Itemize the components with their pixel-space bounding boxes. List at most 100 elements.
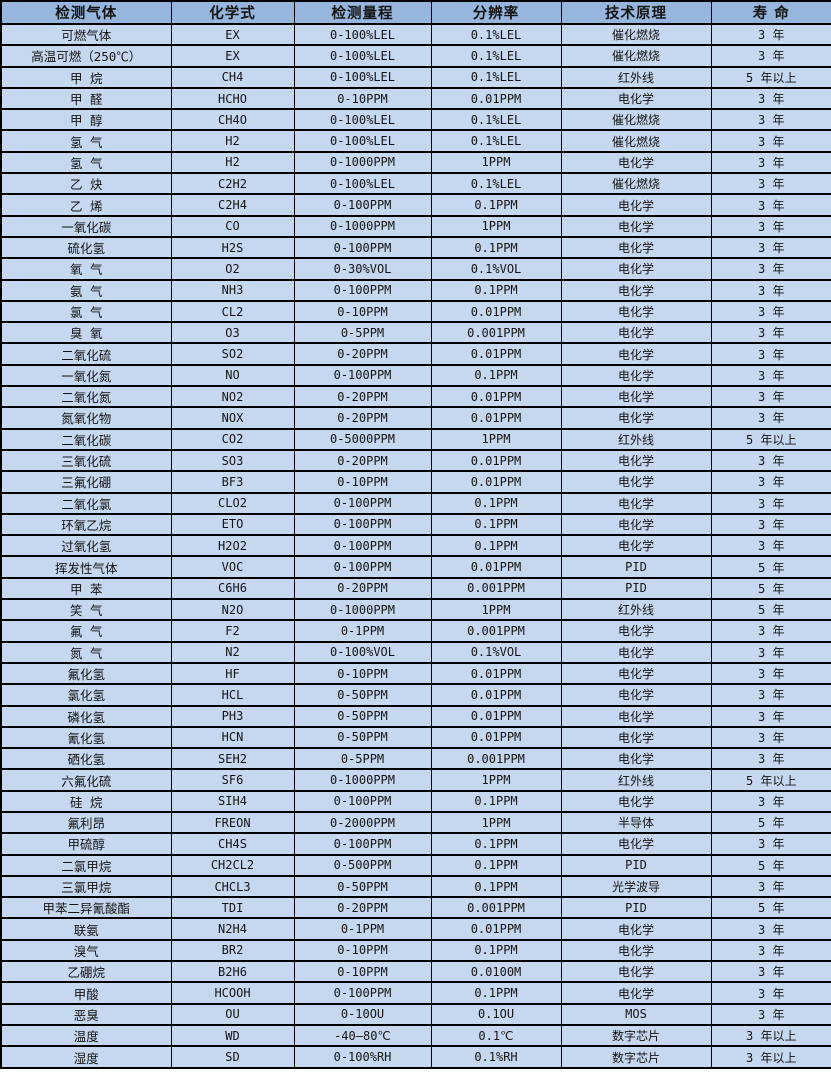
cell-range: 0-50PPM: [293, 725, 432, 750]
cell-principle: 催化燃烧: [560, 108, 712, 132]
cell-formula: CH4: [170, 65, 295, 89]
cell-range: 0-10PPM: [293, 299, 432, 324]
cell-resolution: 0.01PPM: [430, 725, 562, 750]
cell-gas: 二氧化碳: [0, 427, 172, 451]
cell-gas: 甲 苯: [0, 576, 172, 601]
cell-principle: 电化学: [560, 150, 712, 175]
cell-gas: 一氧化氮: [0, 363, 172, 388]
cell-formula: H2O2: [170, 534, 295, 558]
cell-range: 0-100PPM: [293, 555, 432, 579]
cell-range: 0-100PPM: [293, 789, 432, 813]
cell-range: 0-20PPM: [293, 406, 432, 430]
cell-lifespan: 3 年: [710, 789, 831, 813]
cell-formula: HCHO: [170, 86, 295, 111]
cell-lifespan: 5 年: [710, 576, 831, 601]
table-row: 二氯甲烷 CH2CL2 0-500PPM 0.1PPM PID 5 年: [0, 853, 831, 877]
cell-formula: CLO2: [170, 491, 295, 515]
cell-formula: CH2CL2: [170, 853, 295, 877]
cell-lifespan: 3 年以上: [710, 1045, 831, 1069]
cell-range: 0-5000PPM: [293, 427, 432, 451]
cell-resolution: 0.01PPM: [430, 661, 562, 686]
cell-resolution: 0.1PPM: [430, 874, 562, 899]
table-row: 可燃气体 EX 0-100%LEL 0.1%LEL 催化燃烧 3 年: [0, 22, 831, 47]
cell-lifespan: 5 年: [710, 555, 831, 579]
cell-resolution: 0.1PPM: [430, 789, 562, 813]
table-row: 臭 氧 O3 0-5PPM 0.001PPM 电化学 3 年: [0, 321, 831, 345]
cell-resolution: 0.001PPM: [430, 619, 562, 643]
cell-lifespan: 3 年: [710, 406, 831, 430]
cell-lifespan: 3 年: [710, 534, 831, 558]
cell-formula: WD: [170, 1023, 295, 1048]
cell-formula: O3: [170, 321, 295, 345]
cell-gas: 一氧化碳: [0, 214, 172, 238]
table-row: 甲 烷 CH4 0-100%LEL 0.1%LEL 红外线 5 年以上: [0, 65, 831, 89]
cell-formula: F2: [170, 619, 295, 643]
cell-lifespan: 5 年以上: [710, 768, 831, 792]
table-row: 氯化氢 HCL 0-50PPM 0.01PPM 电化学 3 年: [0, 683, 831, 707]
cell-range: 0-1PPM: [293, 619, 432, 643]
cell-principle: 电化学: [560, 789, 712, 813]
cell-lifespan: 3 年: [710, 832, 831, 856]
table-body: 可燃气体 EX 0-100%LEL 0.1%LEL 催化燃烧 3 年高温可燃（250℃） E…: [0, 22, 831, 1069]
cell-formula: CL2: [170, 299, 295, 324]
cell-range: 0-50PPM: [293, 874, 432, 899]
cell-principle: 电化学: [560, 448, 712, 473]
cell-gas: 甲酸: [0, 981, 172, 1005]
table-row: 高温可燃（250℃） EX 0-100%LEL 0.1%LEL 催化燃烧 3 年: [0, 44, 831, 68]
cell-resolution: 0.01PPM: [430, 385, 562, 409]
cell-formula: CHCL3: [170, 874, 295, 899]
cell-gas: 挥发性气体: [0, 555, 172, 579]
cell-lifespan: 5 年: [710, 896, 831, 920]
table-row: 甲 醇 CH4O 0-100%LEL 0.1%LEL 催化燃烧 3 年: [0, 108, 831, 132]
cell-gas: 氢 气: [0, 129, 172, 153]
cell-range: 0-10PPM: [293, 938, 432, 963]
cell-principle: MOS: [560, 1002, 712, 1026]
cell-principle: 红外线: [560, 598, 712, 622]
cell-formula: C2H4: [170, 193, 295, 217]
cell-range: 0-100%LEL: [293, 172, 432, 196]
cell-resolution: 0.1PPM: [430, 853, 562, 877]
cell-formula: O2: [170, 257, 295, 281]
cell-gas: 氟利昂: [0, 810, 172, 835]
cell-formula: C6H6: [170, 576, 295, 601]
cell-lifespan: 3 年: [710, 86, 831, 111]
cell-gas: 甲苯二异氰酸酯: [0, 896, 172, 920]
cell-formula: HCOOH: [170, 981, 295, 1005]
table-row: 氟 气 F2 0-1PPM 0.001PPM 电化学 3 年: [0, 619, 831, 643]
cell-range: 0-20PPM: [293, 385, 432, 409]
cell-resolution: 0.01PPM: [430, 683, 562, 707]
cell-gas: 二氧化氯: [0, 491, 172, 515]
cell-gas: 氮 气: [0, 640, 172, 664]
cell-range: 0-1000PPM: [293, 214, 432, 238]
cell-gas: 溴气: [0, 938, 172, 963]
cell-formula: VOC: [170, 555, 295, 579]
cell-formula: SIH4: [170, 789, 295, 813]
cell-resolution: 1PPM: [430, 150, 562, 175]
cell-resolution: 0.1PPM: [430, 235, 562, 260]
cell-lifespan: 3 年: [710, 512, 831, 537]
cell-range: 0-100PPM: [293, 832, 432, 856]
cell-principle: PID: [560, 576, 712, 601]
cell-principle: 催化燃烧: [560, 129, 712, 153]
cell-gas: 乙硼烷: [0, 960, 172, 984]
cell-lifespan: 3 年: [710, 874, 831, 899]
cell-resolution: 0.01PPM: [430, 299, 562, 324]
cell-resolution: 0.1%VOL: [430, 257, 562, 281]
table-row: 湿度 SD 0-100%RH 0.1%RH 数字芯片 3 年以上: [0, 1045, 831, 1069]
cell-resolution: 1PPM: [430, 598, 562, 622]
cell-formula: BF3: [170, 470, 295, 494]
cell-gas: 三氯甲烷: [0, 874, 172, 899]
cell-principle: 电化学: [560, 619, 712, 643]
cell-lifespan: 3 年: [710, 747, 831, 771]
cell-lifespan: 3 年: [710, 129, 831, 153]
cell-lifespan: 3 年: [710, 108, 831, 132]
cell-range: 0-100PPM: [293, 512, 432, 537]
cell-gas: 硒化氢: [0, 747, 172, 771]
cell-range: 0-10OU: [293, 1002, 432, 1026]
cell-formula: N2H4: [170, 917, 295, 941]
cell-gas: 可燃气体: [0, 22, 172, 47]
cell-range: 0-100%LEL: [293, 129, 432, 153]
cell-gas: 湿度: [0, 1045, 172, 1069]
cell-formula: CO2: [170, 427, 295, 451]
cell-gas: 臭 氧: [0, 321, 172, 345]
